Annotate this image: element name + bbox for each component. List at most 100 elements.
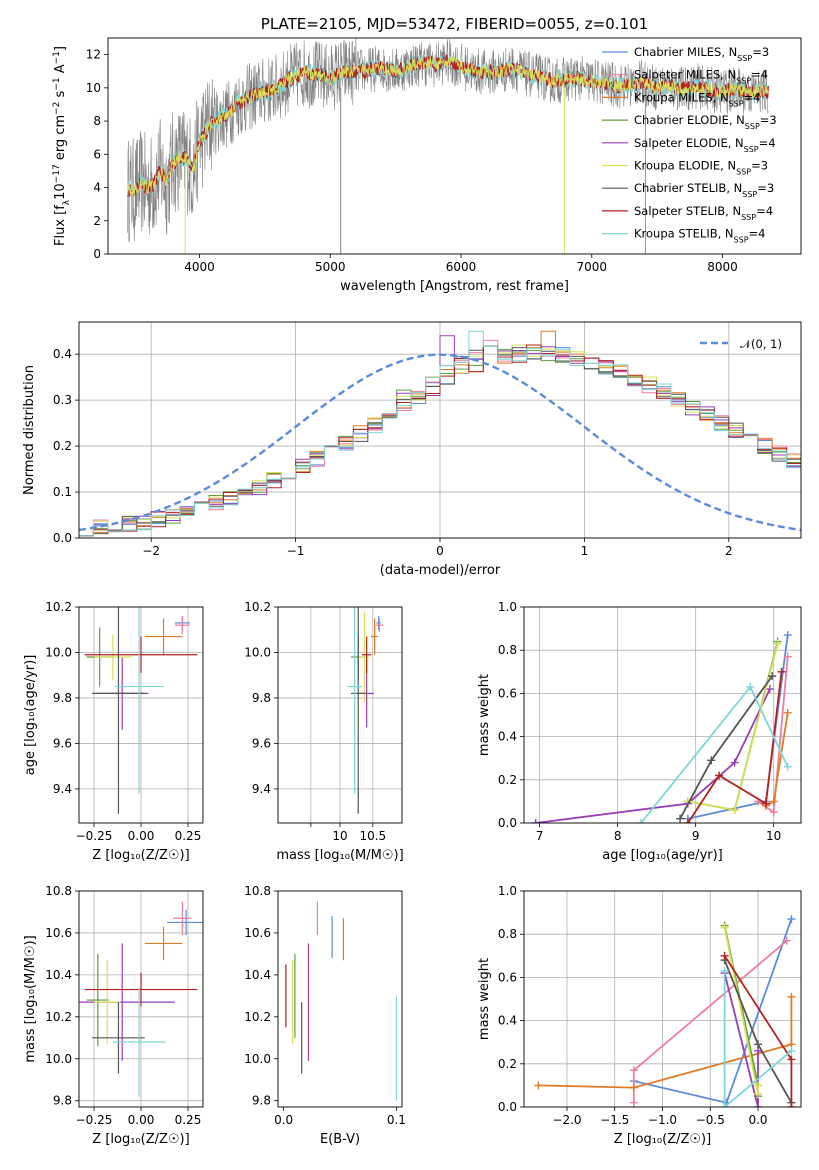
weight-marker	[769, 797, 778, 806]
x-tick-label: 6000	[446, 260, 477, 274]
x-tick-label: 1	[581, 544, 589, 558]
axes-frame	[277, 606, 403, 824]
plot-area	[347, 607, 384, 814]
data-point	[94, 960, 121, 1045]
x-tick-label: 2	[725, 544, 733, 558]
weight-marker	[783, 652, 792, 661]
data-point	[84, 972, 198, 1007]
weight-marker	[754, 1081, 763, 1090]
legend-label: Kroupa ELODIE, NSSP=3	[634, 159, 768, 177]
weight-marker	[720, 923, 729, 932]
weight-marker	[754, 1040, 763, 1049]
y-tick-label: 4	[93, 181, 101, 195]
y-tick-label: 10.2	[45, 600, 72, 614]
weight-marker	[683, 819, 692, 823]
y-tick-label: 10.2	[244, 1010, 271, 1024]
spectrum-legend: Chabrier MILES, NSSP=3 Salpeter MILES, NS…	[602, 45, 777, 244]
data-point	[376, 616, 381, 630]
x-axis-label: E(B-V)	[320, 1132, 360, 1147]
y-tick-label: 12	[86, 48, 101, 62]
x-tick-label: 10	[332, 829, 347, 843]
plot-area	[79, 901, 203, 1097]
data-point	[114, 607, 164, 794]
y-tick-label: 10	[86, 81, 101, 95]
y-tick-label: 0.2	[498, 773, 517, 787]
weight-line	[687, 643, 779, 812]
x-tick-label: 0.0	[274, 1113, 293, 1127]
chart-title: PLATE=2105, MJD=53472, FIBERID=0055, z=0…	[261, 15, 648, 33]
y-tick-label: 10.0	[244, 1052, 271, 1066]
x-tick-label: 10	[766, 829, 781, 843]
x-axis-label: Z [log₁₀(Z/Z☉)]	[614, 1132, 711, 1147]
y-tick-label: 0.4	[53, 347, 72, 361]
axes-frame	[78, 321, 802, 539]
panel-age-vs-mass: 10 10.5 9.4 9.6 9.8 10.0 10.2 mass [log₁₀(M/M☉)…	[244, 600, 403, 863]
y-tick-label: 9.6	[53, 736, 72, 750]
x-tick-label: 10.5	[359, 829, 386, 843]
weight-marker	[765, 685, 774, 694]
plot-area	[126, 38, 769, 254]
weight-marker	[769, 808, 778, 817]
x-axis-label: mass [log₁₀(M/M☉)]	[276, 848, 403, 863]
weight-line	[723, 927, 759, 1095]
weight-marker	[720, 1103, 729, 1107]
y-axis-label: Normed distribution	[22, 365, 37, 495]
model-spectrum-kroupa_elodie	[127, 56, 769, 197]
weight-marker	[715, 771, 724, 780]
histogram-chabrier_elodie	[79, 345, 801, 538]
plot-area	[534, 915, 796, 1107]
axes-frame	[107, 37, 802, 255]
y-axis-label: age [log₁₀(age/yr)]	[23, 655, 38, 776]
histogram-salpeter_elodie	[79, 335, 801, 538]
panel-mass-vs-extinction: 0.0 0.1 9.8 10.0 10.2 10.4 10.6 10.8 E(B-V)	[244, 884, 406, 1147]
legend-label: Salpeter ELODIE, NSSP=4	[634, 136, 776, 154]
x-axis-label: wavelength [Angstrom, rest frame]	[340, 279, 569, 294]
axes-frame	[277, 890, 403, 1108]
weight-marker	[787, 992, 796, 1001]
x-tick-label: −1.5	[600, 1113, 629, 1127]
histogram-salpeter_stelib	[79, 344, 801, 538]
x-tick-label: 7000	[577, 260, 608, 274]
legend-label: Salpeter MILES, NSSP=4	[634, 68, 768, 86]
y-tick-label: 0.2	[498, 1057, 517, 1071]
legend-label: Salpeter STELIB, NSSP=4	[634, 204, 773, 222]
weight-marker	[676, 814, 685, 823]
plot-area	[79, 330, 801, 538]
y-tick-label: 1.0	[498, 600, 517, 614]
y-tick-label: 10.4	[244, 968, 271, 982]
histogram-kroupa_stelib	[79, 330, 801, 538]
histogram-kroupa_elodie	[79, 344, 801, 538]
y-axis-label: mass weight	[477, 958, 492, 1040]
x-tick-label: 0.25	[175, 829, 202, 843]
weight-marker	[707, 756, 716, 765]
data-point	[94, 634, 132, 680]
weight-line	[633, 918, 793, 1104]
y-axis-label: mass weight	[477, 674, 492, 756]
weight-line	[538, 996, 793, 1089]
y-tick-label: 10.4	[45, 968, 72, 982]
weight-marker	[783, 708, 792, 717]
y-tick-label: 0.3	[53, 393, 72, 407]
weight-marker	[730, 806, 739, 815]
y-tick-label: 0.8	[498, 927, 517, 941]
y-tick-label: 10.0	[45, 645, 72, 659]
panel-residual-histogram: −2 −1 0 1 2 0.0 0.1 0.2 0.3 0.4 (data-model)/error…	[22, 321, 802, 578]
data-point	[92, 1002, 145, 1074]
x-tick-label: 7	[536, 829, 544, 843]
axes-frame	[78, 890, 204, 1108]
y-tick-label: 0.6	[498, 686, 517, 700]
legend-label: 𝒩(0, 1)	[740, 337, 782, 351]
y-tick-label: 9.8	[53, 1094, 72, 1108]
y-tick-label: 0.4	[498, 730, 517, 744]
y-tick-label: 0.0	[53, 531, 72, 545]
data-point	[92, 607, 145, 814]
weight-marker	[531, 819, 540, 823]
weight-marker	[777, 667, 786, 676]
axes-frame	[523, 890, 802, 1108]
x-tick-label: 9	[692, 829, 700, 843]
y-tick-label: 0.0	[498, 1100, 517, 1114]
data-point	[350, 607, 366, 814]
data-point	[86, 953, 110, 1047]
y-tick-label: 9.8	[252, 691, 271, 705]
panel-age-vs-metallicity: −0.25 0.00 0.25 9.4 9.6 9.8 10.0 10.2 Z [log₁₀(Z…	[23, 600, 204, 863]
